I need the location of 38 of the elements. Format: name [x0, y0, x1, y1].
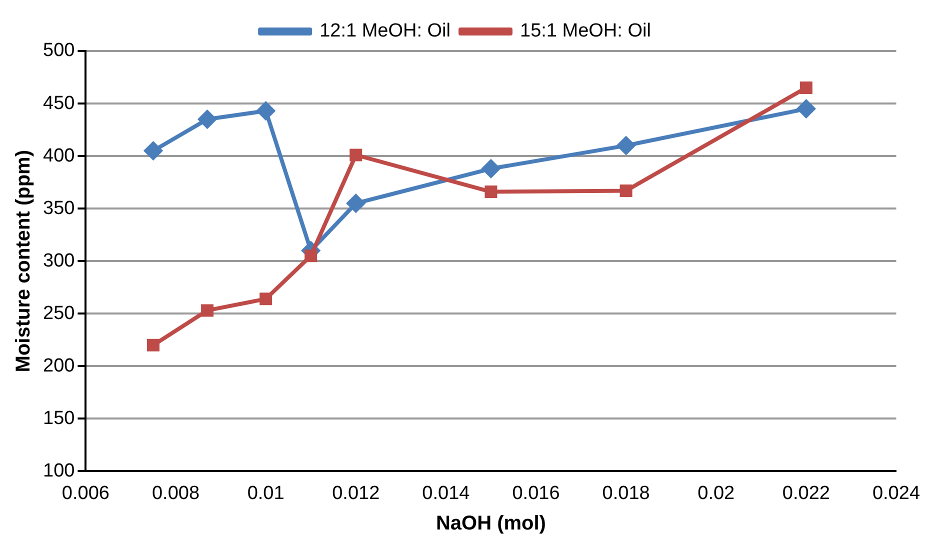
point [147, 338, 160, 352]
point [260, 292, 272, 306]
y-tick-label: 250 [43, 302, 75, 324]
x-tick-label: 0.012 [332, 482, 380, 504]
point [350, 148, 362, 162]
x-tick-label: 0.022 [782, 482, 830, 504]
point [304, 250, 318, 262]
x-tick-label: 0.006 [62, 482, 110, 504]
x-tick-label: 0.016 [512, 482, 560, 504]
point [797, 100, 816, 118]
y-tick-label: 150 [43, 408, 75, 429]
x-tick-label: 0.024 [872, 482, 920, 504]
y-tick-label: 300 [43, 250, 75, 272]
point [482, 160, 500, 178]
x-tick-label: 0.014 [422, 482, 470, 504]
legend-label: 15:1 MeOH: Oil [520, 20, 651, 42]
point [484, 186, 498, 198]
y-tick-label: 500 [43, 40, 75, 62]
y-axis-title: Moisture content (ppm) [12, 150, 35, 372]
y-tick-label: 350 [43, 198, 75, 219]
y-tick-label: 200 [43, 355, 75, 376]
point [201, 304, 214, 317]
x-tick-label: 0.008 [152, 482, 200, 504]
point [620, 184, 632, 197]
point [346, 194, 365, 212]
point [617, 136, 636, 155]
point [800, 82, 812, 94]
point [198, 110, 216, 128]
x-tick-label: 0.01 [247, 482, 284, 504]
legend-label: 12:1 MeOH: Oil [320, 20, 451, 42]
x-tick-label: 0.018 [602, 482, 650, 504]
y-tick-label: 400 [43, 145, 75, 166]
y-tick-label: 100 [43, 460, 75, 482]
point [144, 142, 162, 160]
y-tick-label: 450 [43, 92, 75, 114]
x-tick-label: 0.02 [698, 482, 735, 504]
point [256, 102, 275, 120]
x-axis-title: NaOH (mol) [436, 512, 546, 535]
